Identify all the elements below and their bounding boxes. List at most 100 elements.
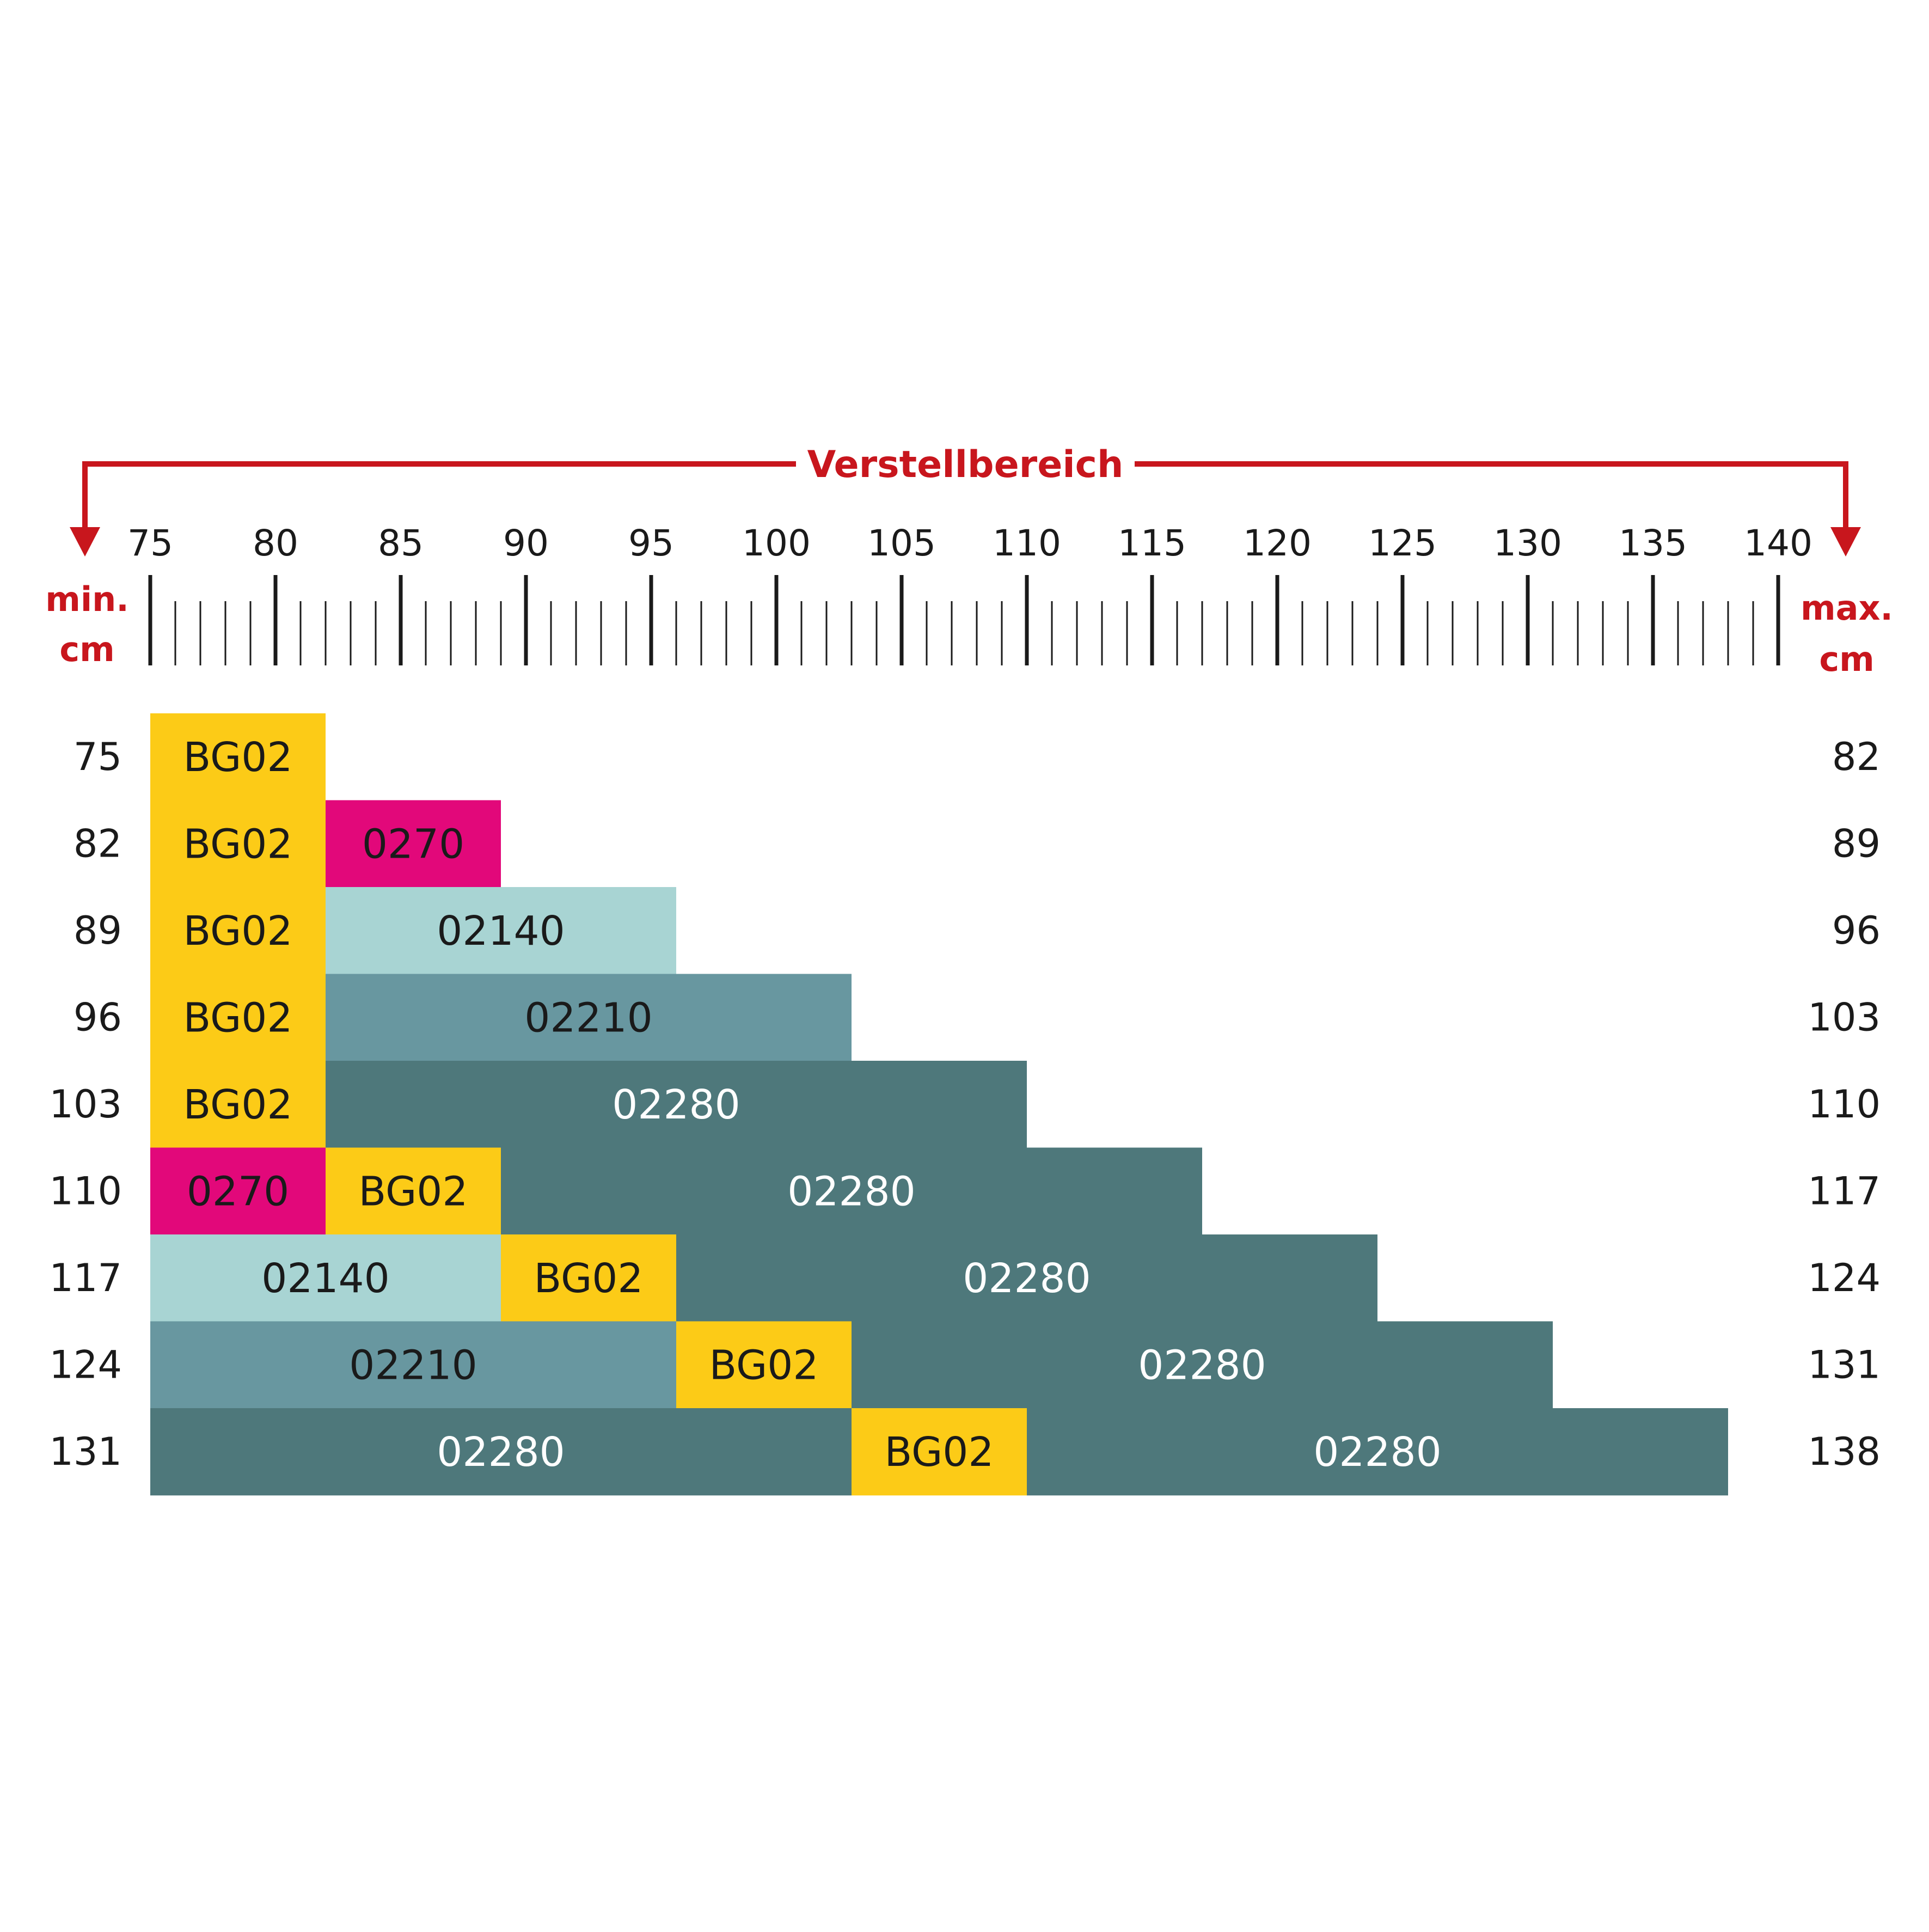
size-row: 82 89 BG02 0270	[74, 800, 1881, 888]
row-max-value: 124	[1808, 1256, 1881, 1300]
size-row: 110 117 0270 BG02 02280	[49, 1147, 1881, 1235]
segment-02140	[150, 1234, 501, 1322]
row-max-value: 117	[1808, 1169, 1881, 1213]
min-label-line2: cm	[59, 629, 114, 669]
scale-label: 135	[1619, 522, 1687, 564]
range-label: Verstellbereich	[807, 443, 1124, 486]
arrow-down-right-icon	[1830, 527, 1861, 557]
bracket-line-right	[1135, 461, 1848, 543]
segment-label: 0270	[187, 1168, 289, 1215]
segment-label: 02210	[349, 1342, 477, 1389]
scale-label: 75	[127, 522, 173, 564]
row-min-value: 131	[49, 1429, 122, 1474]
row-min-value: 82	[74, 821, 122, 866]
row-min-value: 89	[74, 908, 122, 953]
segment-02280	[852, 1321, 1553, 1409]
scale-labels: 75 80 85 90 95 100 105 110 115 120 125 130 135 140	[127, 522, 1812, 564]
segment-02280	[150, 1408, 852, 1496]
segment-BG02	[150, 974, 326, 1061]
scale-label: 130	[1493, 522, 1562, 564]
segment-BG02	[676, 1321, 852, 1409]
range-bracket: Verstellbereich	[70, 443, 1861, 557]
row-max-value: 110	[1808, 1082, 1881, 1127]
segment-label: 02140	[437, 908, 565, 955]
segment-label: BG02	[183, 821, 293, 867]
bracket-line-left	[82, 461, 796, 543]
row-min-value: 75	[74, 735, 122, 779]
segment-BG02	[501, 1234, 676, 1322]
scale-label: 120	[1243, 522, 1312, 564]
size-row: 131 138 02280 BG02 02280	[49, 1408, 1881, 1496]
min-label-line1: min.	[45, 579, 129, 619]
segment-label: BG02	[885, 1429, 994, 1476]
row-max-value: 96	[1832, 908, 1881, 953]
segment-02280	[1027, 1408, 1728, 1496]
min-label: min. cm	[45, 579, 129, 669]
segment-0270	[150, 1147, 326, 1235]
segment-label: BG02	[183, 734, 293, 781]
segment-02210	[150, 1321, 676, 1409]
segment-0270	[326, 800, 501, 888]
segment-BG02	[150, 887, 326, 975]
segment-BG02	[150, 800, 326, 888]
row-min-value: 103	[49, 1082, 122, 1127]
row-min-value: 110	[49, 1169, 122, 1213]
scale-label: 140	[1744, 522, 1812, 564]
segment-BG02	[150, 1061, 326, 1148]
segment-02140	[326, 887, 676, 975]
segment-BG02	[326, 1147, 501, 1235]
segment-label: 02280	[437, 1429, 565, 1476]
size-row: 75 82 BG02	[74, 713, 1881, 801]
scale-label: 105	[867, 522, 936, 564]
size-rows: 75 82 BG02 82 89 BG02 0270 89 96 BG02 02140 96 103 BG…	[49, 713, 1881, 1496]
segment-label: BG02	[709, 1342, 819, 1389]
scale-label: 95	[628, 522, 674, 564]
segment-label: 02140	[261, 1255, 389, 1302]
size-row: 117 124 02140 BG02 02280	[49, 1234, 1881, 1322]
segment-label: BG02	[359, 1168, 468, 1215]
size-row: 89 96 BG02 02140	[74, 887, 1881, 975]
row-max-value: 138	[1808, 1429, 1881, 1474]
row-min-value: 124	[49, 1342, 122, 1387]
segment-BG02	[852, 1408, 1027, 1496]
scale-label: 90	[503, 522, 549, 564]
scale-label: 80	[253, 522, 298, 564]
segment-label: BG02	[534, 1255, 644, 1302]
row-min-value: 96	[74, 995, 122, 1040]
max-label: max. cm	[1801, 588, 1893, 679]
row-max-value: 82	[1832, 735, 1881, 779]
segment-label: BG02	[183, 994, 293, 1041]
size-row: 103 110 BG02 02280	[49, 1061, 1881, 1148]
segment-label: 02280	[963, 1255, 1091, 1302]
segment-02210	[326, 974, 852, 1061]
segment-label: BG02	[183, 1081, 293, 1128]
segment-label: 02280	[612, 1081, 740, 1128]
scale-label: 100	[742, 522, 811, 564]
size-row: 124 131 02210 BG02 02280	[49, 1321, 1881, 1409]
max-label-line2: cm	[1819, 639, 1874, 679]
scale-label: 115	[1118, 522, 1186, 564]
row-max-value: 131	[1808, 1342, 1881, 1387]
ruler-scale	[148, 575, 1780, 665]
segment-BG02	[150, 713, 326, 801]
max-label-line1: max.	[1801, 588, 1893, 628]
segment-label: 02280	[787, 1168, 915, 1215]
segment-02280	[676, 1234, 1377, 1322]
row-max-value: 103	[1808, 995, 1881, 1040]
segment-label: 02280	[1138, 1342, 1266, 1389]
segment-label: 0270	[362, 821, 464, 867]
segment-label: BG02	[183, 908, 293, 955]
arrow-down-left-icon	[70, 527, 100, 557]
segment-02280	[501, 1147, 1202, 1235]
segment-label: 02210	[524, 994, 652, 1041]
row-min-value: 117	[49, 1256, 122, 1300]
size-row: 96 103 BG02 02210	[74, 974, 1881, 1061]
scale-label: 125	[1368, 522, 1437, 564]
segment-02280	[326, 1061, 1027, 1148]
scale-label: 85	[378, 522, 424, 564]
segment-label: 02280	[1313, 1429, 1441, 1476]
row-max-value: 89	[1832, 821, 1881, 866]
scale-label: 110	[993, 522, 1061, 564]
